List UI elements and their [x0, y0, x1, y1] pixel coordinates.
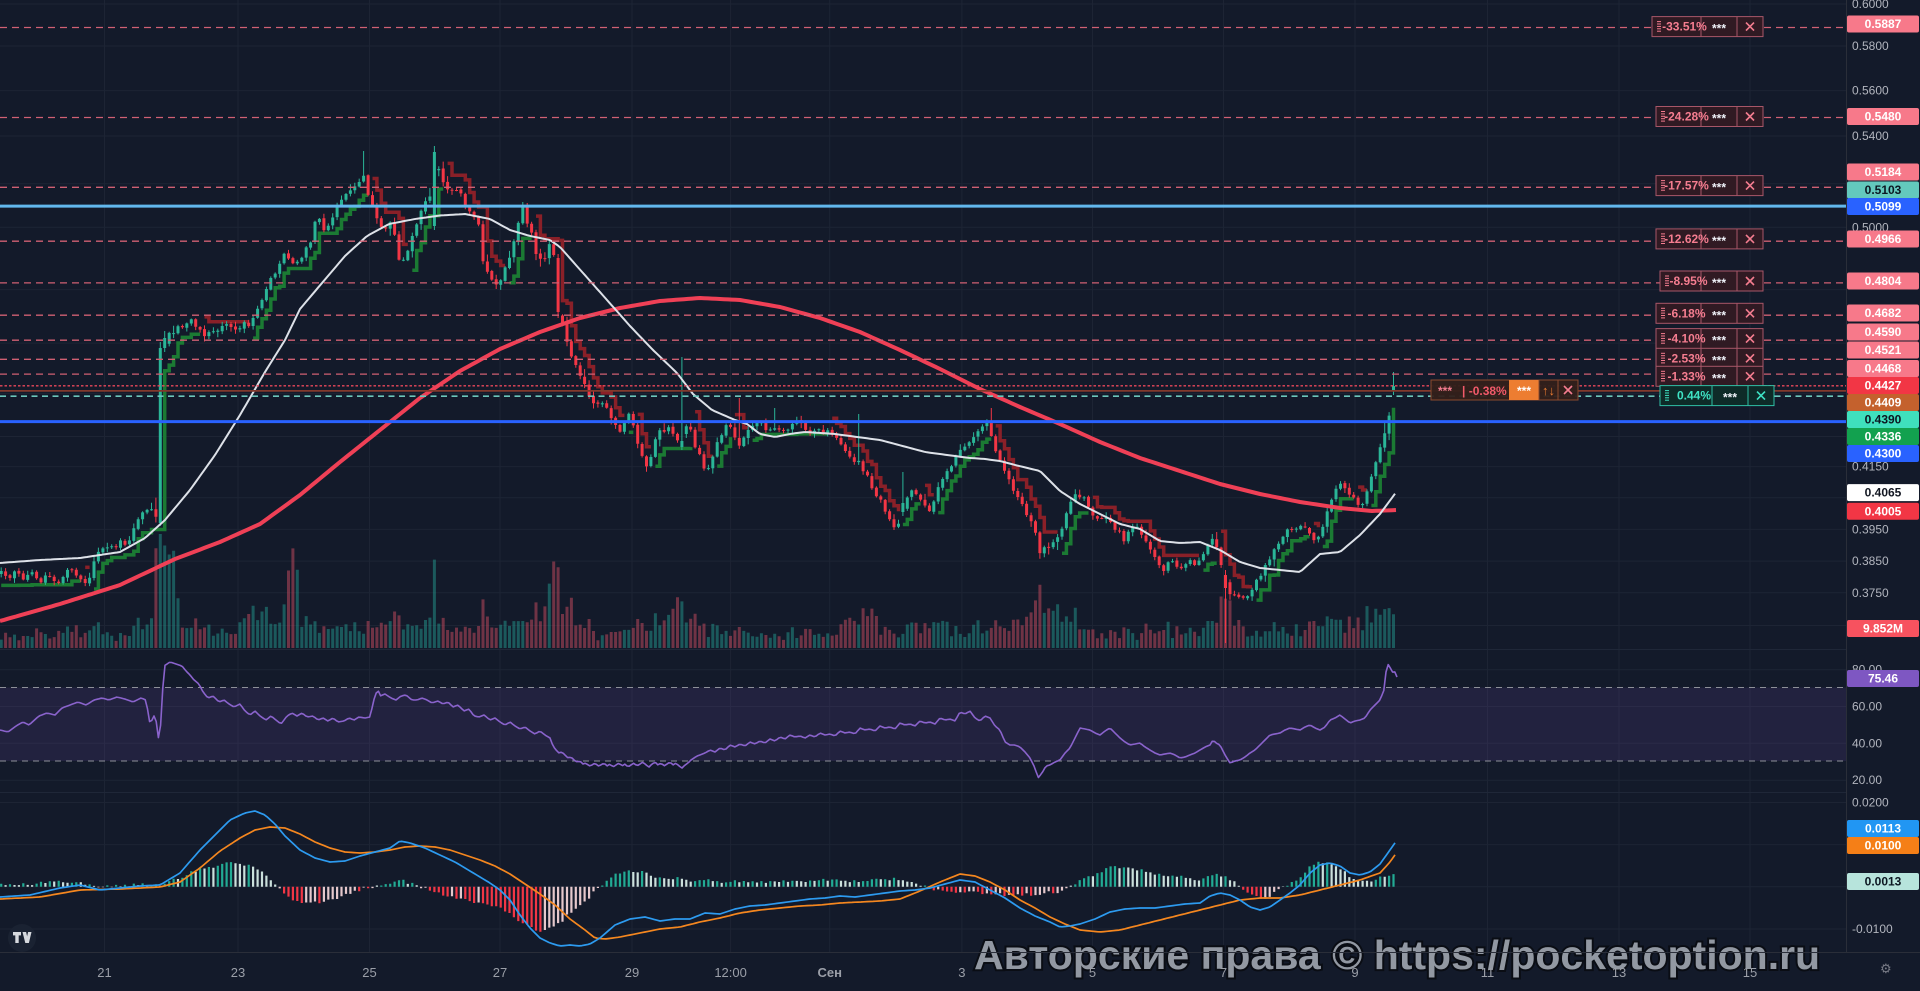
- svg-text:⚙: ⚙: [1880, 961, 1892, 976]
- svg-text:0.5400: 0.5400: [1852, 129, 1889, 143]
- svg-text:-4.10%: -4.10%: [1667, 332, 1705, 346]
- svg-text:13: 13: [1612, 965, 1626, 980]
- svg-text:-1.33%: -1.33%: [1667, 369, 1705, 383]
- svg-text:***: ***: [1712, 334, 1726, 348]
- svg-text:0.0113: 0.0113: [1865, 822, 1901, 836]
- svg-text:0.0200: 0.0200: [1852, 796, 1889, 810]
- svg-text:0.4390: 0.4390: [1865, 413, 1902, 427]
- svg-text:40.00: 40.00: [1852, 736, 1882, 750]
- svg-text:0.4336: 0.4336: [1865, 430, 1902, 444]
- svg-text:9: 9: [1351, 965, 1358, 980]
- svg-text:-6.18%: -6.18%: [1667, 306, 1705, 320]
- svg-text:21: 21: [97, 965, 111, 980]
- svg-text:0.5480: 0.5480: [1865, 110, 1902, 124]
- svg-text:-8.95%: -8.95%: [1669, 274, 1707, 288]
- svg-text:9.852M: 9.852M: [1863, 622, 1903, 636]
- svg-text:0.44%: 0.44%: [1677, 389, 1711, 403]
- svg-text:75.46: 75.46: [1868, 672, 1898, 686]
- svg-text:0.4409: 0.4409: [1865, 396, 1902, 410]
- svg-text:23: 23: [231, 965, 245, 980]
- svg-text:-12.62%: -12.62%: [1664, 232, 1709, 246]
- svg-text:-0.0100: -0.0100: [1852, 922, 1893, 936]
- svg-text:0.5600: 0.5600: [1852, 84, 1889, 98]
- svg-text:0.4966: 0.4966: [1865, 232, 1902, 246]
- svg-text:***: ***: [1712, 112, 1726, 126]
- svg-text:***: ***: [1712, 308, 1726, 322]
- svg-text:Сен: Сен: [817, 965, 841, 980]
- svg-text:0.5800: 0.5800: [1852, 39, 1889, 53]
- svg-text:11: 11: [1481, 965, 1495, 980]
- svg-text:| -0.38%: | -0.38%: [1462, 384, 1507, 398]
- svg-text:60.00: 60.00: [1852, 700, 1882, 714]
- svg-text:0.5099: 0.5099: [1865, 200, 1902, 214]
- svg-text:29: 29: [625, 965, 639, 980]
- svg-text:***: ***: [1712, 276, 1726, 290]
- svg-text:20.00: 20.00: [1852, 773, 1882, 787]
- svg-text:0.3750: 0.3750: [1852, 586, 1889, 600]
- svg-text:0.6000: 0.6000: [1852, 0, 1889, 11]
- svg-text:0.5184: 0.5184: [1865, 165, 1902, 179]
- svg-text:0.5887: 0.5887: [1865, 17, 1902, 31]
- svg-text:Авторские права © https://pock: Авторские права © https://pocketoption.r…: [974, 932, 1820, 978]
- svg-text:0.4300: 0.4300: [1865, 447, 1902, 461]
- svg-text:0.3950: 0.3950: [1852, 522, 1889, 536]
- svg-text:-33.51%: -33.51%: [1662, 20, 1707, 34]
- svg-text:0.4521: 0.4521: [1865, 343, 1902, 357]
- svg-text:***: ***: [1517, 384, 1531, 398]
- svg-text:***: ***: [1723, 391, 1737, 405]
- svg-text:0.4065: 0.4065: [1865, 486, 1902, 500]
- svg-text:***: ***: [1712, 371, 1726, 385]
- svg-text:7: 7: [1220, 965, 1227, 980]
- svg-text:***: ***: [1712, 181, 1726, 195]
- svg-text:5: 5: [1089, 965, 1096, 980]
- svg-text:0.4804: 0.4804: [1865, 274, 1902, 288]
- svg-text:0.4590: 0.4590: [1865, 325, 1902, 339]
- svg-text:↑↓: ↑↓: [1542, 383, 1555, 398]
- svg-text:0.0100: 0.0100: [1865, 839, 1902, 853]
- svg-text:27: 27: [493, 965, 507, 980]
- svg-text:0.4427: 0.4427: [1865, 379, 1902, 393]
- svg-text:0.4005: 0.4005: [1865, 504, 1902, 518]
- svg-text:0.4682: 0.4682: [1865, 306, 1902, 320]
- svg-text:12:00: 12:00: [714, 965, 747, 980]
- svg-text:-24.28%: -24.28%: [1664, 110, 1709, 124]
- svg-text:0.0013: 0.0013: [1865, 875, 1902, 889]
- svg-text:***: ***: [1712, 22, 1726, 36]
- svg-text:0.4468: 0.4468: [1865, 362, 1902, 376]
- svg-text:***: ***: [1438, 384, 1452, 398]
- svg-text:0.5103: 0.5103: [1865, 183, 1902, 197]
- svg-text:***: ***: [1712, 234, 1726, 248]
- svg-text:-17.57%: -17.57%: [1664, 179, 1709, 193]
- svg-text:0.3850: 0.3850: [1852, 554, 1889, 568]
- svg-text:3: 3: [958, 965, 965, 980]
- svg-text:15: 15: [1743, 965, 1757, 980]
- svg-text:-2.53%: -2.53%: [1667, 351, 1705, 365]
- svg-text:25: 25: [362, 965, 376, 980]
- svg-text:***: ***: [1712, 353, 1726, 367]
- svg-text:0.4150: 0.4150: [1852, 460, 1889, 474]
